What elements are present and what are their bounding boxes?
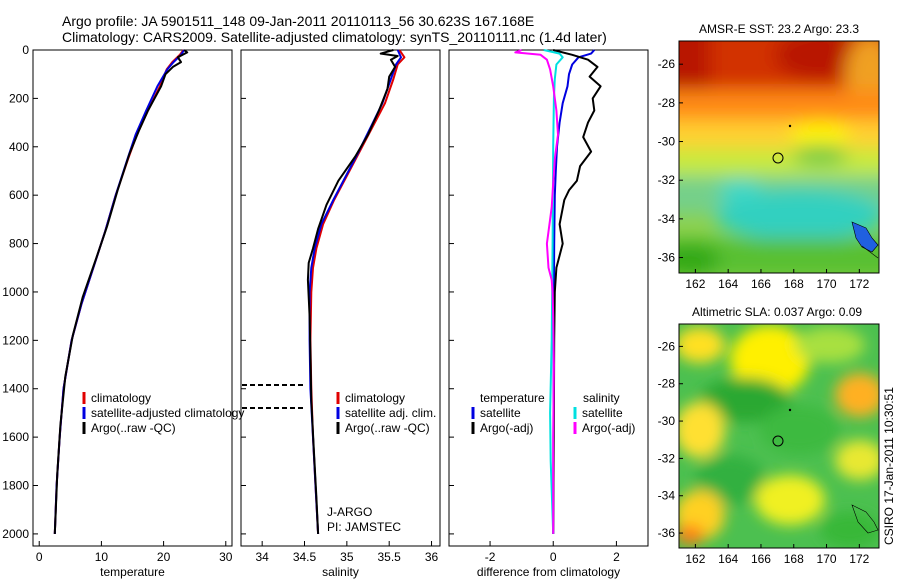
map-x-tick-label-sst-map: 170 <box>817 277 837 291</box>
map-y-tick-label-sst-map: -32 <box>658 173 676 187</box>
x-tick-label-temperature: 0 <box>36 550 43 564</box>
series-line-temperature-2 <box>53 49 189 534</box>
map-x-tick-label-sst-map: 168 <box>784 277 804 291</box>
series-line-salinity-1 <box>308 49 402 534</box>
salinity-flag-markers <box>242 384 304 409</box>
sla-map: Altimetric SLA: 0.037 Argo: 0.09 <box>678 305 880 549</box>
salinity-annotation-pi: PI: JAMSTEC <box>327 520 401 534</box>
map-x-tick-label-sla-map: 162 <box>685 552 705 566</box>
map-x-tick-label-sst-map: 166 <box>751 277 771 291</box>
legend-diff-salinity-title: salinity <box>583 391 620 405</box>
x-tick-label-temperature: 20 <box>157 550 171 564</box>
map-y-tick-label-sst-map: -26 <box>658 57 676 71</box>
x-tick-label-difference: 2 <box>613 550 620 564</box>
map-y-tick-label-sst-map: -36 <box>658 251 676 265</box>
series-line-temperature-0 <box>53 49 185 534</box>
sst-profile-marker <box>772 152 784 164</box>
footer-credit: CSIRO 17-Jan-2011 10:30:51 <box>882 387 896 545</box>
map-y-tick-label-sla-map: -26 <box>658 339 676 353</box>
map-x-tick-label-sla-map: 168 <box>784 552 804 566</box>
x-tick-label-temperature: 10 <box>95 550 109 564</box>
y-tick-label: 1600 <box>2 430 29 444</box>
series-line-salinity-2 <box>306 49 399 534</box>
x-tick-label-salinity: 36 <box>425 550 439 564</box>
salinity-legend: climatology satellite adj. clim. Argo(..… <box>327 391 436 534</box>
y-tick-label: 200 <box>9 91 29 105</box>
map-x-tick-label-sla-map: 166 <box>751 552 771 566</box>
difference-panel-frame <box>448 49 649 547</box>
header-line1: Argo profile: JA 5901511_148 09-Jan-2011… <box>62 13 534 29</box>
x-tick-label-salinity: 34.5 <box>293 550 317 564</box>
x-tick-label-temperature: 30 <box>219 550 233 564</box>
map-y-tick-label-sla-map: -28 <box>658 377 676 391</box>
legend-diff-sal-argo: Argo(-adj) <box>582 421 635 435</box>
map-y-tick-label-sst-map: -34 <box>658 212 676 226</box>
y-tick-label: 600 <box>9 188 29 202</box>
series-line-salinity-0 <box>309 49 406 534</box>
legend-sal-argo: Argo(..raw -QC) <box>345 421 430 435</box>
x-tick-label-salinity: 35.5 <box>378 550 402 564</box>
y-tick-label: 800 <box>9 237 29 251</box>
legend-temp-satellite: satellite-adjusted climatology <box>91 406 244 420</box>
map-y-tick-label-sst-map: -30 <box>658 135 676 149</box>
series-line-difference-0 <box>552 49 596 534</box>
map-x-tick-label-sst-map: 164 <box>718 277 738 291</box>
map-x-tick-label-sla-map: 170 <box>817 552 837 566</box>
legend-temp-climatology: climatology <box>91 391 151 405</box>
legend-sal-satellite: satellite adj. clim. <box>345 406 436 420</box>
temperature-panel-frame <box>32 49 233 547</box>
axes-layer: 0 10 20 30temperature0200400600800100012001… <box>2 43 869 579</box>
x-tick-label-salinity: 35 <box>340 550 354 564</box>
x-tick-label-difference: -2 <box>485 550 496 564</box>
y-tick-label: 2000 <box>2 527 29 541</box>
salinity-panel-frame <box>240 49 441 547</box>
temperature-legend: climatology satellite-adjusted climatolo… <box>82 391 244 435</box>
sla-map-title: Altimetric SLA: 0.037 Argo: 0.09 <box>692 305 862 319</box>
difference-legend: temperature salinity satellite Argo(-adj… <box>471 391 635 435</box>
sst-map-title: AMSR-E SST: 23.2 Argo: 23.3 <box>699 22 859 36</box>
series-line-temperature-1 <box>53 49 185 534</box>
x-tick-label-difference: 0 <box>550 550 557 564</box>
map-x-tick-label-sst-map: 172 <box>849 277 869 291</box>
map-x-tick-label-sla-map: 164 <box>718 552 738 566</box>
y-tick-label: 0 <box>22 43 29 57</box>
map-y-tick-label-sla-map: -34 <box>658 489 676 503</box>
map-x-tick-label-sst-map: 162 <box>685 277 705 291</box>
map-y-tick-label-sla-map: -36 <box>658 526 676 540</box>
series-layer <box>53 49 602 534</box>
y-tick-label: 1800 <box>2 479 29 493</box>
legend-diff-temperature-title: temperature <box>480 391 545 405</box>
sla-profile-marker <box>772 435 784 447</box>
y-tick-label: 1200 <box>2 333 29 347</box>
map-y-tick-label-sst-map: -28 <box>658 96 676 110</box>
series-line-difference-1 <box>552 49 602 534</box>
y-tick-label: 1400 <box>2 382 29 396</box>
map-y-tick-label-sla-map: -30 <box>658 414 676 428</box>
legend-diff-temp-satellite: satellite <box>480 406 521 420</box>
legend-diff-sal-satellite: satellite <box>582 406 623 420</box>
map-y-tick-label-sla-map: -32 <box>658 451 676 465</box>
legend-temp-argo: Argo(..raw -QC) <box>91 421 176 435</box>
x-axis-label-salinity: salinity <box>322 565 359 579</box>
salinity-annotation-jargo: J-ARGO <box>327 505 372 519</box>
series-line-difference-3 <box>514 49 559 534</box>
header-line2: Climatology: CARS2009. Satellite-adjuste… <box>62 29 607 45</box>
sst-map: AMSR-E SST: 23.2 Argo: 23.3 <box>678 22 880 274</box>
x-axis-label-temperature: temperature <box>100 565 165 579</box>
x-tick-label-salinity: 34 <box>255 550 269 564</box>
legend-diff-temp-argo: Argo(-adj) <box>480 421 533 435</box>
map-x-tick-label-sla-map: 172 <box>849 552 869 566</box>
series-line-difference-2 <box>543 49 564 534</box>
x-axis-label-difference: difference from climatology <box>477 565 620 579</box>
y-tick-label: 400 <box>9 140 29 154</box>
y-tick-label: 1000 <box>2 285 29 299</box>
legend-sal-climatology: climatology <box>345 391 405 405</box>
